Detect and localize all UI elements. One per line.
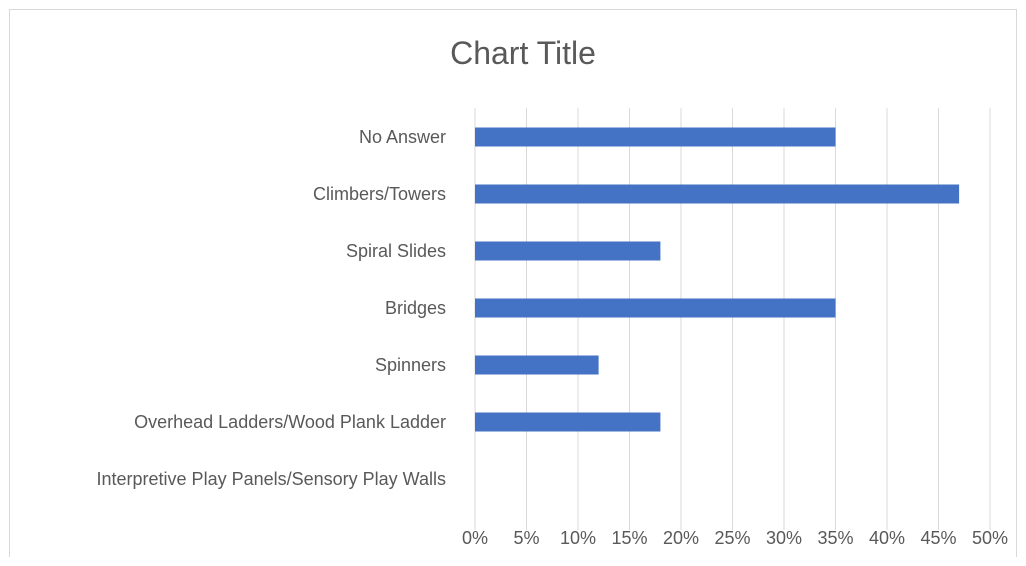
x-tick-label: 50% [972, 528, 1008, 548]
bar [475, 355, 599, 375]
bar [475, 412, 661, 432]
chart-border [9, 9, 1017, 557]
chart-title: Chart Title [450, 35, 596, 71]
x-tick-label: 5% [513, 528, 539, 548]
x-tick-label: 20% [663, 528, 699, 548]
x-tick-label: 40% [869, 528, 905, 548]
x-tick-label: 35% [817, 528, 853, 548]
x-tick-label: 45% [920, 528, 956, 548]
category-label: Spinners [375, 355, 446, 375]
bar [475, 127, 836, 147]
category-label: Bridges [385, 298, 446, 318]
bar [475, 184, 960, 204]
x-tick-label: 25% [714, 528, 750, 548]
category-label: No Answer [359, 127, 446, 147]
grid-lines [474, 108, 991, 530]
category-label: Spiral Slides [346, 241, 446, 261]
category-labels: No Answer Climbers/Towers Spiral Slides Bri… [97, 127, 446, 489]
x-axis-tick-labels: 0% 5% 10% 15% 20% 25% 30% 35% 40% 45% 50% [462, 528, 1008, 548]
category-label: Climbers/Towers [313, 184, 446, 204]
category-label: Interpretive Play Panels/Sensory Play Wa… [97, 469, 446, 489]
x-tick-label: 0% [462, 528, 488, 548]
x-tick-label: 15% [611, 528, 647, 548]
bar [475, 241, 661, 261]
x-tick-label: 30% [766, 528, 802, 548]
x-tick-label: 10% [560, 528, 596, 548]
bar [475, 298, 836, 318]
bars [475, 127, 960, 432]
category-label: Overhead Ladders/Wood Plank Ladder [134, 412, 446, 432]
